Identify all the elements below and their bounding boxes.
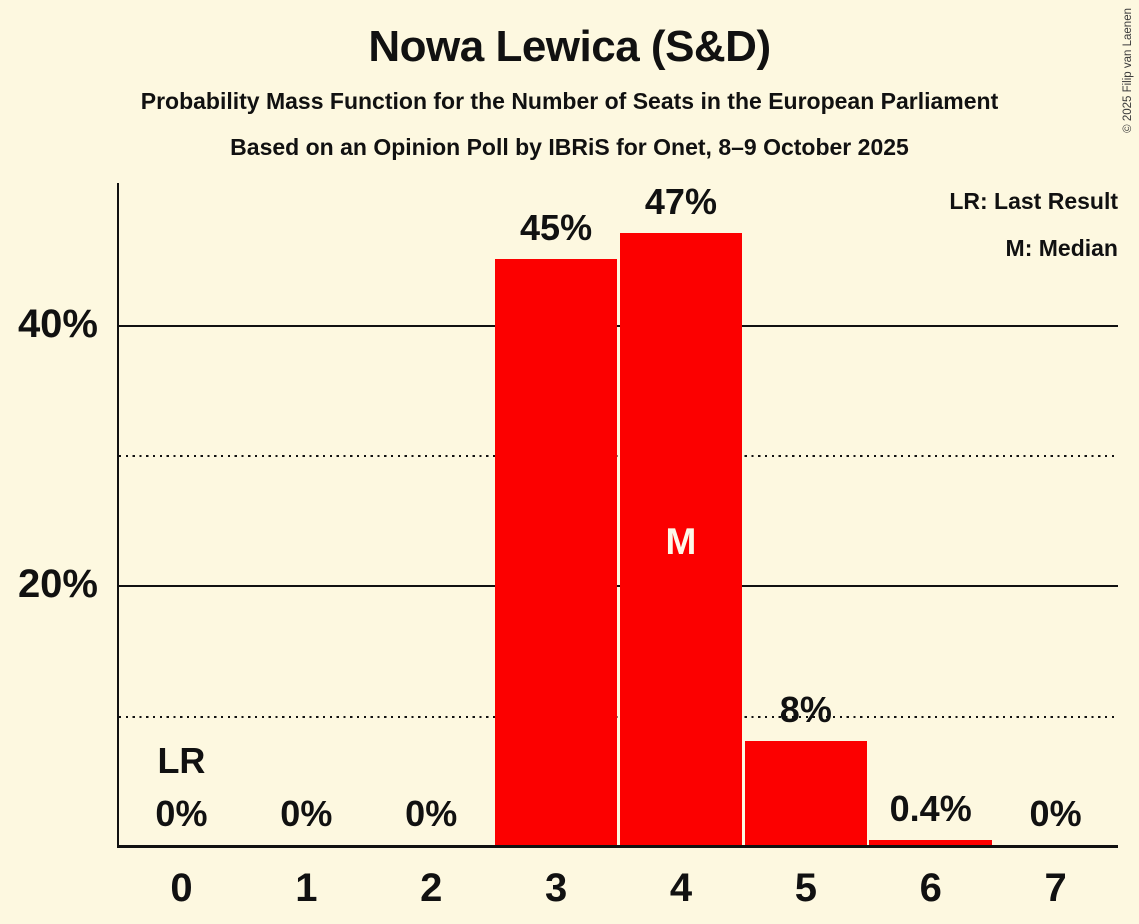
x-tick-label: 1 <box>295 866 318 910</box>
bar-value-label: 0% <box>280 793 333 835</box>
x-tick-label: 5 <box>794 866 817 910</box>
x-tick-label: 4 <box>669 866 693 910</box>
bar-value-label: 0% <box>1029 793 1082 835</box>
chart-source-line: Based on an Opinion Poll by IBRiS for On… <box>230 134 909 160</box>
bar-seats-4 <box>619 232 743 845</box>
copyright-notice: © 2025 Filip van Laenen <box>1122 8 1134 133</box>
legend-last-result: LR: Last Result <box>949 188 1118 214</box>
chart-legend: LR: Last Result M: Median <box>949 178 1118 272</box>
chart-subtitle: Probability Mass Function for the Number… <box>140 88 999 114</box>
x-tick-label: 0 <box>170 866 193 910</box>
chart-title: Nowa Lewica (S&D) <box>368 22 771 71</box>
bar-value-label: 0.4% <box>889 788 972 829</box>
bar-seats-3 <box>494 258 618 845</box>
bar-value-label: 47% <box>644 180 717 222</box>
legend-median: M: Median <box>1005 235 1118 261</box>
bar-value-label: 45% <box>520 206 593 248</box>
last-result-marker: LR <box>157 740 206 782</box>
x-axis-line <box>116 845 1118 848</box>
x-tick-label: 3 <box>544 866 568 910</box>
bar-seats-5 <box>744 740 868 845</box>
bar-value-label: 0% <box>405 793 458 835</box>
x-tick-label: 6 <box>919 866 942 910</box>
y-tick-label: 20% <box>17 562 98 607</box>
bar-value-label: 8% <box>779 688 832 730</box>
y-axis-line <box>116 183 119 848</box>
bar-value-label: 0% <box>155 793 208 835</box>
x-tick-label: 7 <box>1044 866 1067 910</box>
median-marker: M <box>665 521 697 563</box>
x-tick-label: 2 <box>420 866 443 910</box>
plot-area: 0% 0% 0% 45% 47% 8% 0.4% 0% LR M 0 1 2 3 4 5 6 7 <box>116 180 1118 908</box>
y-tick-label: 40% <box>17 301 98 346</box>
bar-seats-6 <box>869 839 992 845</box>
